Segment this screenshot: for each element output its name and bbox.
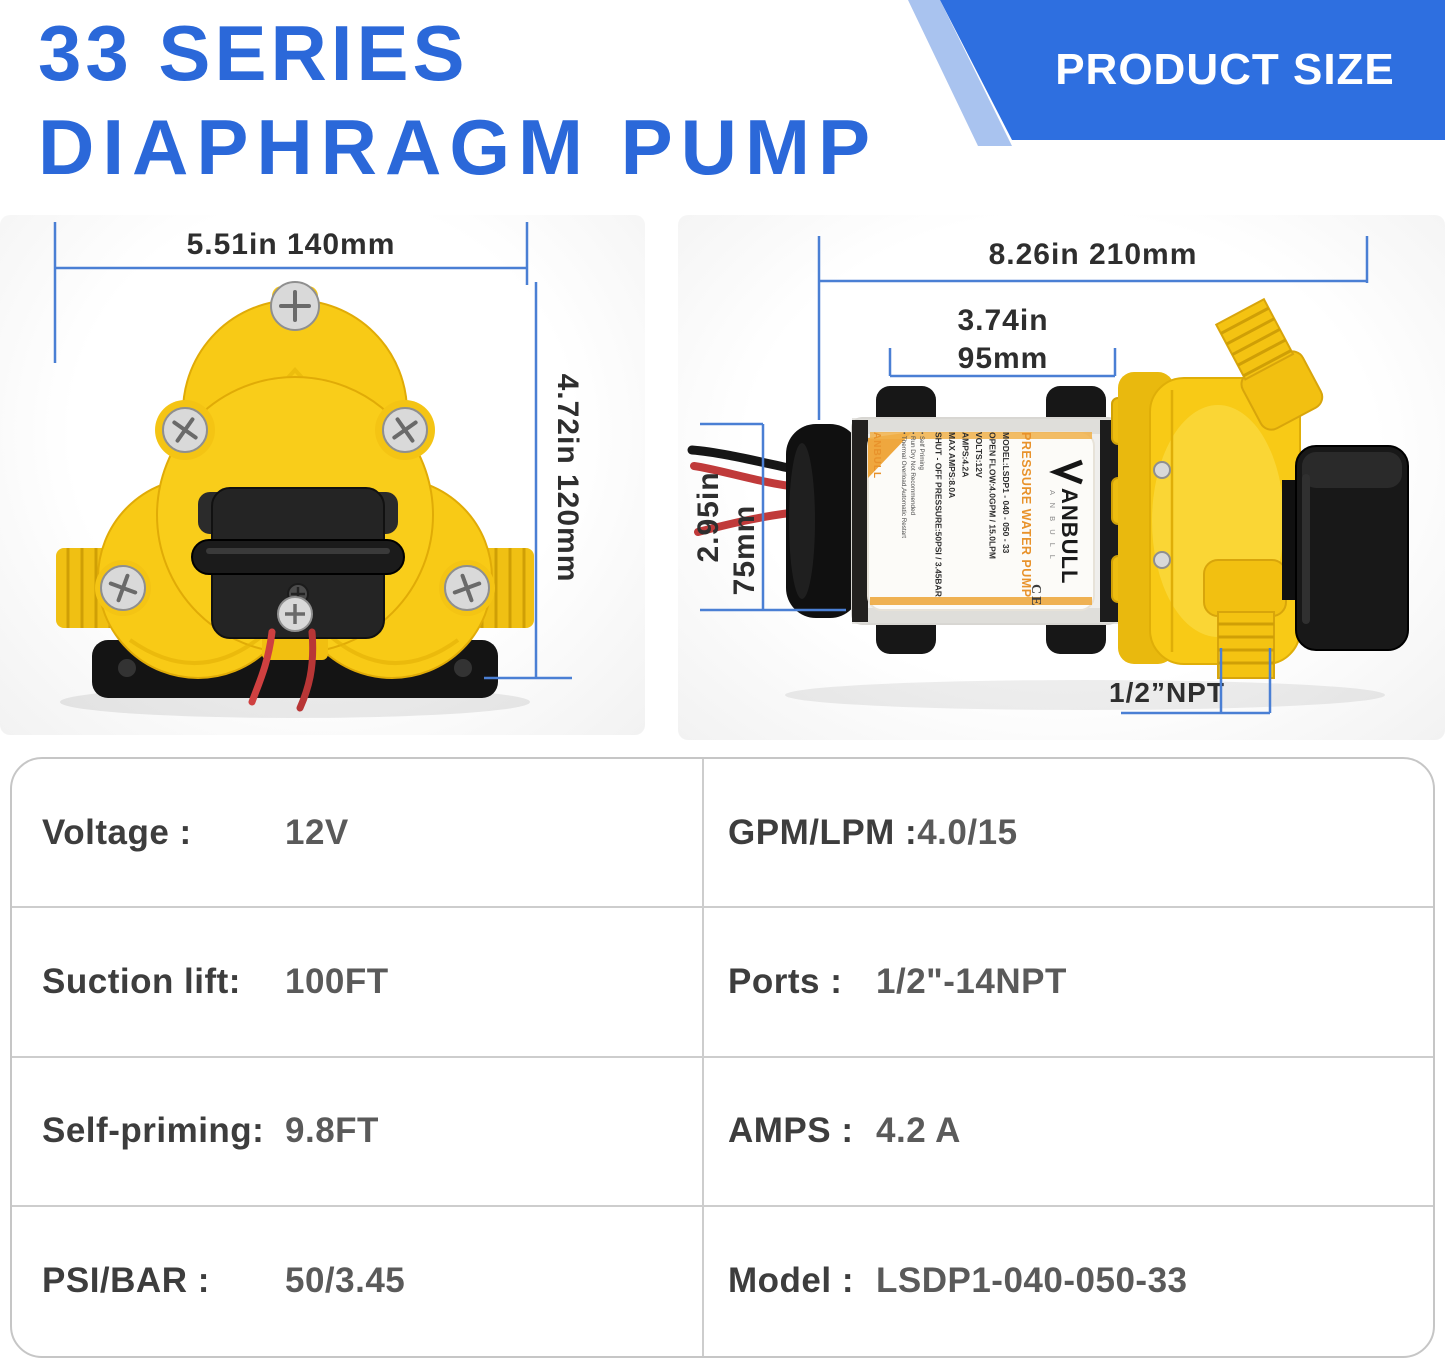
amps-label: AMPS : (728, 1111, 854, 1151)
gpm-label: GPM/LPM : (728, 812, 918, 852)
side-height-mm-text: 75mm (728, 505, 761, 596)
label-corner-band (868, 432, 912, 478)
motor-top-shade (852, 418, 1118, 434)
front-wire-red (248, 628, 276, 706)
product-size-badge: PRODUCT SIZE (940, 0, 1445, 140)
label-spec-pressure: SHUT - OFF PRESSURE:50PSI / 3.45BAR (934, 432, 944, 597)
motor-label: ANBULL A N B U L L CE PRESSURE WATER PUM… (867, 431, 1095, 611)
side-view-pump: ANBULL A N B U L L CE PRESSURE WATER PUM… (687, 297, 1409, 710)
front-height-dim-line (484, 282, 572, 680)
phillips-screws (100, 281, 490, 611)
port-dim-line (1121, 648, 1272, 715)
psi-value: 50/3.45 (285, 1261, 406, 1301)
front-wire-red (296, 628, 317, 712)
front-width-dim-line (53, 222, 529, 363)
page-title-line1: 33 SERIES (38, 9, 469, 97)
voltage-label: Voltage : (42, 812, 192, 852)
side-top-width-in-text: 3.74in (957, 304, 1048, 337)
anbull-logo-icon (1049, 459, 1083, 485)
screw-lower-left-icon (100, 565, 146, 611)
base-mount-hole (454, 659, 472, 677)
motor-end-cap-face (789, 443, 815, 599)
gpm-value: 4.0/15 (917, 812, 1018, 852)
side-height-in-text: 2.95in (692, 471, 725, 562)
pressure-switch (1282, 445, 1409, 651)
page-title-line2: DIAPHRAGM PUMP (38, 103, 879, 191)
self-priming-label: Self-priming: (42, 1111, 265, 1151)
side-top-width-dim-line (888, 348, 1117, 378)
ports-value: 1/2"-14NPT (876, 961, 1067, 1001)
outlet-port-bottom (1203, 559, 1287, 679)
motor-left-ring (852, 420, 868, 622)
ce-mark: CE (1028, 584, 1043, 607)
ports-label: Ports : (728, 961, 843, 1001)
table-row-self-priming: Self-priming: 9.8FT (12, 1057, 704, 1207)
label-spec-volts: VOLTS:12V (974, 432, 984, 478)
suction-lift-value: 100FT (285, 961, 389, 1001)
motor-bottom-shade (852, 608, 1118, 624)
spec-table: Voltage : 12V GPM/LPM : 4.0/15 Suction l… (10, 757, 1435, 1358)
front-switch-cover (191, 487, 405, 660)
label-note-3: • Thermal Overload,Automatic Restart (900, 432, 907, 538)
label-footer-brand: ANBULL (871, 432, 882, 479)
badge-label: PRODUCT SIZE (1055, 45, 1395, 94)
base-mount-hole (118, 659, 136, 677)
table-row-ports: Ports : 1/2"-14NPT (704, 908, 1433, 1058)
side-pump-head (1111, 297, 1324, 679)
front-width-dim-text: 5.51in 140mm (187, 228, 396, 261)
label-spec-maxamps: MAX AMPS:8.0A (947, 432, 957, 498)
side-top-width-mm-text: 95mm (958, 342, 1049, 375)
label-brand: ANBULL (1057, 488, 1082, 584)
self-priming-value: 9.8FT (285, 1111, 379, 1151)
label-spec-amps: AMPS:4.2A (961, 432, 971, 477)
model-label: Model : (728, 1261, 854, 1301)
side-length-dim-line (817, 236, 1369, 420)
screw-upper-left-icon (162, 407, 208, 453)
head-screw-icon (1153, 551, 1171, 569)
side-wire-red (690, 462, 802, 491)
label-spec-model: MODEL:LSDP1 - 040 - 050 - 33 (1001, 432, 1011, 554)
table-row-suction-lift: Suction lift: 100FT (12, 908, 704, 1058)
outlet-port-top (1214, 297, 1324, 431)
suction-lift-label: Suction lift: (42, 961, 241, 1001)
table-row-model: Model : LSDP1-040-050-33 (704, 1207, 1433, 1356)
side-wire-black (687, 445, 803, 475)
head-screw-icon (1153, 461, 1171, 479)
label-bottom-strip (870, 597, 1092, 605)
table-row-psi: PSI/BAR : 50/3.45 (12, 1206, 704, 1356)
voltage-value: 12V (285, 812, 349, 852)
model-value: LSDP1-040-050-33 (876, 1261, 1188, 1301)
amps-value: 4.2 A (876, 1111, 961, 1151)
label-note-1: • Self Priming (918, 432, 925, 470)
table-row-voltage: Voltage : 12V (12, 759, 704, 909)
side-length-dim-text: 8.26in 210mm (989, 238, 1198, 271)
screw-lower-right-icon (444, 565, 490, 611)
label-product-name: PRESSURE WATER PUMP (1019, 432, 1033, 598)
table-row-amps: AMPS : 4.2 A (704, 1058, 1433, 1207)
port-size-text: 1/2”NPT (1109, 677, 1225, 708)
table-row-gpm: GPM/LPM : 4.0/15 (704, 759, 1433, 909)
screw-upper-right-icon (382, 407, 428, 453)
side-height-dim-line (700, 422, 846, 612)
front-height-dim-text: 4.72in 120mm (551, 374, 584, 583)
screw-top-icon (270, 281, 320, 331)
lobe-detail-arc (328, 634, 460, 666)
label-top-strip (870, 432, 1092, 439)
label-note-2: • Run Dry Not Recommended (909, 432, 916, 516)
screw-bottom-center-icon (277, 596, 313, 632)
dimension-annotations: 5.51in 140mm 4.72in 120mm 8.26in 210mm 3… (53, 222, 1369, 715)
side-pump-shadow (785, 680, 1385, 710)
label-spec-flow: OPEN FLOW:4.0GPM / 15.0LPM (988, 432, 998, 559)
lobe-detail-arc (128, 634, 264, 666)
psi-label: PSI/BAR : (42, 1261, 210, 1301)
label-brand-sub: A N B U L L (1048, 490, 1057, 562)
label-text-rotated: ANBULL A N B U L L CE PRESSURE WATER PUM… (871, 432, 1083, 607)
front-view-pump (56, 281, 534, 718)
